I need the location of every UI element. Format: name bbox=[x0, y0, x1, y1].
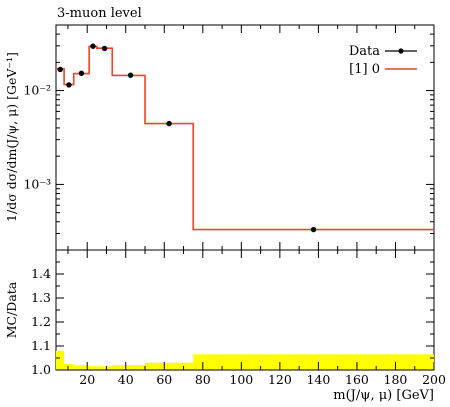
data-point bbox=[127, 72, 134, 78]
legend-label-model: [1] 0 bbox=[349, 62, 380, 77]
main-y-axis-label: 1/dσ dσ/dm(J/ψ, μ) [GeV⁻¹] bbox=[4, 52, 19, 222]
data-point bbox=[166, 120, 172, 127]
data-point bbox=[57, 66, 63, 73]
ratio-band bbox=[56, 350, 434, 371]
chart-title: 3-muon level bbox=[57, 6, 142, 21]
ratio-x-ticks: 20 40 60 80 100 120 140 160 180 200 bbox=[67, 250, 446, 387]
ratio-plot-frame bbox=[55, 249, 435, 371]
legend-swatch-data-marker bbox=[398, 48, 404, 54]
main-y-tick-label: 10⁻³ bbox=[23, 176, 51, 191]
data-point bbox=[78, 70, 85, 76]
ratio-y-tick-label: 1.2 bbox=[31, 314, 51, 329]
legend-label-data: Data bbox=[349, 44, 380, 59]
main-y-tick-label: 10⁻² bbox=[23, 83, 51, 98]
ratio-y-tick-label: 1.3 bbox=[31, 290, 51, 305]
ratio-x-tick-label: 120 bbox=[268, 372, 292, 387]
x-axis-label: m(J/ψ, μ) [GeV] bbox=[333, 388, 434, 403]
ratio-x-tick-label: 160 bbox=[345, 372, 369, 387]
ratio-y-tick-label: 1.4 bbox=[31, 266, 51, 281]
ratio-uncertainty-band bbox=[56, 350, 434, 370]
ratio-plot-panel: 1.01.11.21.31.4 20 40 60 80 100 120 140 160 180 2… bbox=[31, 249, 446, 387]
ratio-x-tick-label: 200 bbox=[422, 372, 446, 387]
ratio-y-ticks: 1.0 1.1 1.2 1.3 1.4 bbox=[31, 249, 434, 377]
main-y-ticks: 10⁻² 10⁻³ bbox=[23, 24, 434, 251]
main-series bbox=[56, 43, 434, 233]
data-point bbox=[90, 43, 96, 49]
ratio-x-tick-label: 140 bbox=[306, 372, 330, 387]
ratio-y-axis-label: MC/Data bbox=[4, 281, 19, 338]
ratio-x-tick-label: 100 bbox=[229, 372, 253, 387]
data-point bbox=[101, 45, 108, 52]
data-point bbox=[66, 82, 72, 88]
ratio-x-tick-label: 40 bbox=[118, 372, 134, 387]
ratio-x-tick-label: 80 bbox=[195, 372, 211, 387]
data-point bbox=[310, 226, 317, 233]
legend: Data [1] 0 bbox=[349, 44, 417, 77]
main-x-ticks bbox=[67, 25, 435, 250]
ratio-x-tick-label: 180 bbox=[384, 372, 408, 387]
ratio-x-tick-label: 60 bbox=[156, 372, 172, 387]
ratio-x-tick-label: 20 bbox=[79, 372, 95, 387]
ratio-y-tick-label: 1.0 bbox=[31, 362, 51, 377]
ratio-y-tick-label: 1.1 bbox=[31, 338, 51, 353]
